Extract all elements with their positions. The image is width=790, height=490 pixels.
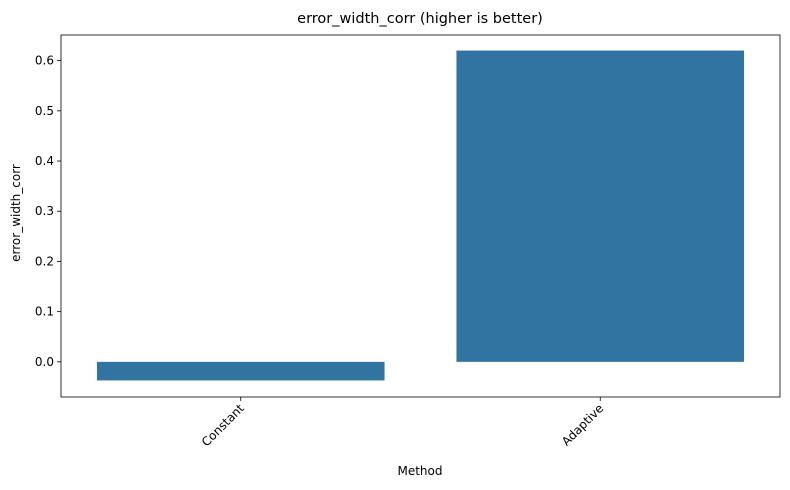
y-tick-label: 0.2 — [35, 254, 54, 268]
plot-frame — [60, 34, 781, 398]
y-tick-label: 0.4 — [35, 154, 54, 168]
chart-title: error_width_corr (higher is better) — [297, 11, 543, 27]
y-tick-label: 0.6 — [35, 54, 54, 68]
y-tick-label: 0.1 — [35, 305, 54, 319]
plot-area: 0.0 0.1 0.2 0.3 0.4 0.5 0.6 Constant Adaptive — [35, 34, 781, 449]
bar-constant — [96, 361, 385, 381]
y-tick-label: 0.5 — [35, 104, 54, 118]
x-axis-title: Method — [397, 464, 442, 478]
x-tick-label-adaptive: Adaptive — [559, 401, 606, 448]
y-tick-label: 0.3 — [35, 204, 54, 218]
bar-adaptive — [456, 50, 745, 362]
y-tick-label: 0.0 — [35, 355, 54, 369]
y-axis-title: error_width_corr — [9, 164, 23, 262]
x-tick-label-constant: Constant — [199, 401, 247, 449]
